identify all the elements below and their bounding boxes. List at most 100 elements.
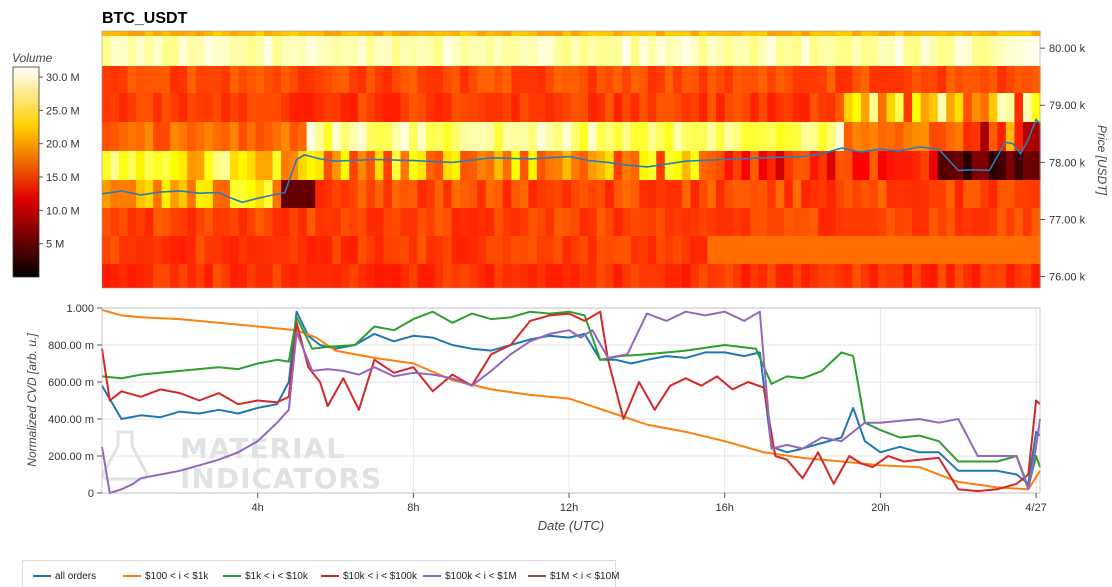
heatmap-cell [195, 208, 205, 236]
heatmap-cell [869, 122, 879, 151]
price-axis-label: Price [USDT] [1095, 125, 1109, 196]
heatmap-cell [408, 122, 419, 151]
heatmap-cell [374, 66, 384, 93]
heatmap-cell [1005, 208, 1016, 236]
heatmap-cell [383, 236, 393, 264]
heatmap-cell [647, 66, 657, 93]
heatmap-cell [775, 36, 785, 66]
heatmap-cell [860, 66, 871, 93]
heatmap-cell [332, 151, 342, 180]
heatmap-cell [153, 122, 163, 151]
heatmap-cell [1031, 151, 1041, 180]
legend-item-s1M_10M[interactable]: $1M < i < $10M [528, 571, 619, 582]
heatmap-cell [818, 122, 828, 151]
heatmap-cell [963, 66, 973, 93]
heatmap-cell [784, 122, 794, 151]
heatmap-cell [835, 93, 845, 122]
heatmap-cell [204, 208, 214, 236]
heatmap-cell [656, 31, 666, 36]
heatmap-cell [349, 264, 359, 288]
heatmap-cell [460, 66, 470, 93]
legend-label: $1k < i < $10k [245, 571, 308, 582]
heatmap-cell [511, 31, 521, 36]
heatmap-cell [374, 180, 384, 208]
heatmap-cell [869, 151, 879, 180]
heatmap-cell [306, 180, 316, 208]
heatmap-cell [374, 31, 384, 36]
heatmap-cell [775, 122, 785, 151]
heatmap-cell [971, 264, 981, 288]
heatmap-cell [289, 93, 299, 122]
price-tick-label: 77.00 k [1049, 214, 1086, 226]
heatmap-cell [281, 151, 291, 180]
heatmap-cell [349, 180, 359, 208]
heatmap-cell [877, 31, 888, 36]
heatmap-cell [221, 264, 231, 288]
heatmap-cell [971, 36, 981, 66]
heatmap-cell [715, 180, 726, 208]
heatmap-cell [170, 208, 180, 236]
heatmap-cell [750, 264, 760, 288]
heatmap-cell [281, 180, 291, 208]
heatmap-cell [809, 236, 819, 264]
heatmap-cell [374, 236, 384, 264]
heatmap-cell [826, 264, 836, 288]
heatmap-cell [809, 208, 819, 236]
legend-item-s10k_100k[interactable]: $10k < i < $100k [321, 571, 417, 582]
heatmap-cell [357, 93, 367, 122]
heatmap-cell [877, 208, 888, 236]
legend-item-all_orders[interactable]: all orders [33, 571, 96, 582]
heatmap-cell [613, 31, 623, 36]
heatmap-cell [417, 66, 427, 93]
heatmap-cell [1005, 236, 1016, 264]
legend-item-s100_1k[interactable]: $100 < i < $1k [123, 571, 208, 582]
heatmap-cell [647, 208, 657, 236]
heatmap-cell [468, 36, 478, 66]
heatmap-cell [733, 151, 743, 180]
heatmap-cell [664, 236, 674, 264]
heatmap-cell [306, 31, 316, 36]
heatmap-cell [187, 208, 197, 236]
heatmap-cell [596, 236, 606, 264]
colorbar-tick-label: 15.0 M [46, 172, 80, 184]
heatmap-cell [357, 180, 367, 208]
heatmap-cell [417, 180, 427, 208]
heatmap-cell [929, 264, 939, 288]
heatmap-cell [826, 151, 836, 180]
heatmap-cell [605, 236, 615, 264]
cvd-y-tick-label: 200.00 m [48, 451, 94, 463]
heatmap-cell [758, 31, 768, 36]
heatmap-cell [852, 36, 862, 66]
heatmap-cell [698, 236, 709, 264]
heatmap-cell [639, 208, 649, 236]
legend-swatch [528, 575, 546, 578]
heatmap-cell [289, 66, 299, 93]
heatmap-cell [119, 36, 129, 66]
heatmap-cell [997, 66, 1007, 93]
heatmap-cell [784, 151, 794, 180]
heatmap-cell [954, 151, 964, 180]
heatmap-cell [298, 31, 308, 36]
heatmap-cell [750, 151, 760, 180]
heatmap-cell [340, 36, 350, 66]
heatmap-cell [528, 180, 538, 208]
heatmap-cell [792, 151, 802, 180]
heatmap-cell [860, 93, 871, 122]
heatmap-cell [767, 180, 777, 208]
legend-item-s100k_1M[interactable]: $100k < i < $1M [423, 571, 517, 582]
heatmap-cell [596, 122, 606, 151]
heatmap-cell [178, 93, 188, 122]
heatmap-cell [860, 180, 871, 208]
heatmap-cell [238, 264, 248, 288]
heatmap-cell [579, 31, 589, 36]
heatmap-cell [323, 31, 333, 36]
legend-label: $100 < i < $1k [145, 571, 209, 582]
heatmap-cell [801, 93, 811, 122]
heatmap-cell [801, 236, 811, 264]
cvd-lines [101, 308, 1041, 494]
heatmap-cell [460, 180, 470, 208]
heatmap-cell [784, 36, 794, 66]
heatmap-cell [102, 31, 112, 36]
heatmap-cell [912, 180, 922, 208]
legend-item-s1k_10k[interactable]: $1k < i < $10k [223, 571, 308, 582]
